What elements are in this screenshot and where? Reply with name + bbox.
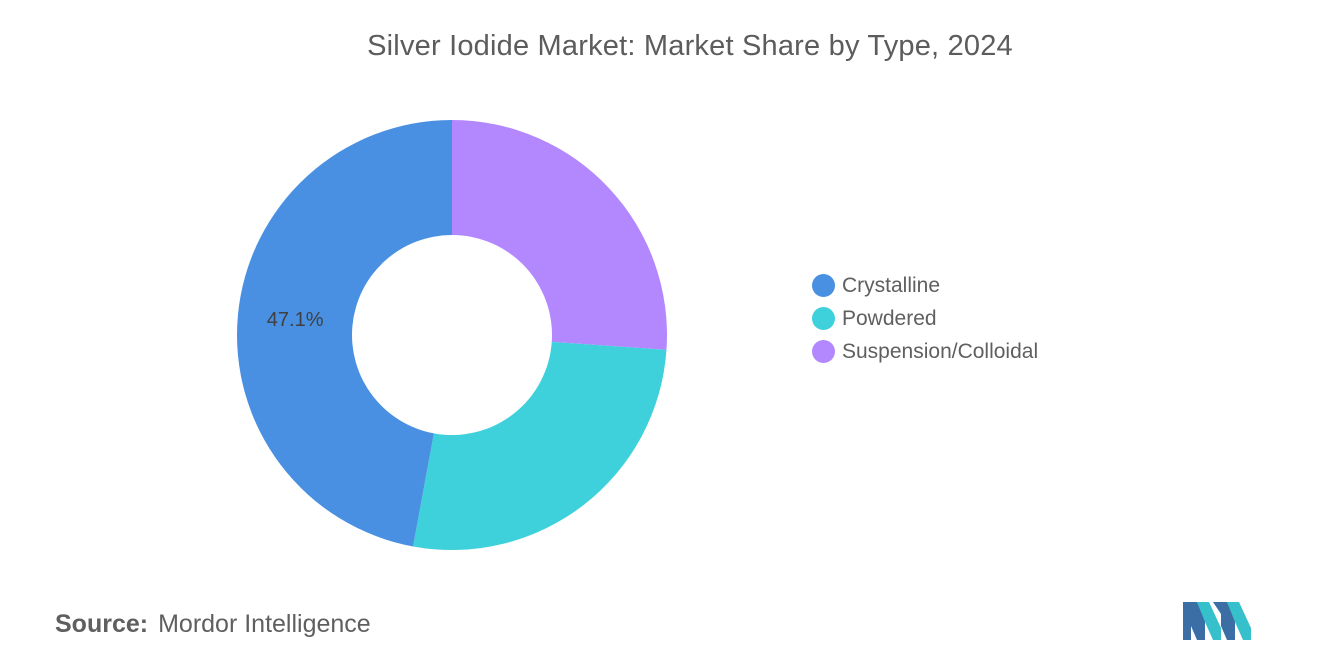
legend-swatch: [812, 307, 835, 330]
source-text: Mordor Intelligence: [158, 610, 371, 638]
mordor-intelligence-logo-icon: [1183, 602, 1251, 640]
legend-label: Suspension/Colloidal: [842, 339, 1039, 363]
chart-title: Silver Iodide Market: Market Share by Ty…: [367, 30, 1013, 62]
donut-slice-powdered: [413, 341, 667, 550]
donut-slice-suspension-colloidal: [452, 120, 667, 350]
data-label-crystalline: 47.1%: [267, 309, 324, 331]
chart-legend: Crystalline Powdered Suspension/Colloidal: [812, 269, 1038, 368]
legend-item: Crystalline: [812, 269, 1038, 302]
legend-label: Powdered: [842, 306, 937, 330]
legend-swatch: [812, 340, 835, 363]
source-label: Source:: [55, 610, 149, 638]
legend-label: Crystalline: [842, 273, 941, 297]
legend-item: Powdered: [812, 302, 1038, 335]
legend-swatch: [812, 274, 835, 297]
donut-slice-crystalline: [237, 120, 452, 547]
legend-item: Suspension/Colloidal: [812, 335, 1038, 368]
source-note: Source: Mordor Intelligence: [55, 610, 371, 639]
